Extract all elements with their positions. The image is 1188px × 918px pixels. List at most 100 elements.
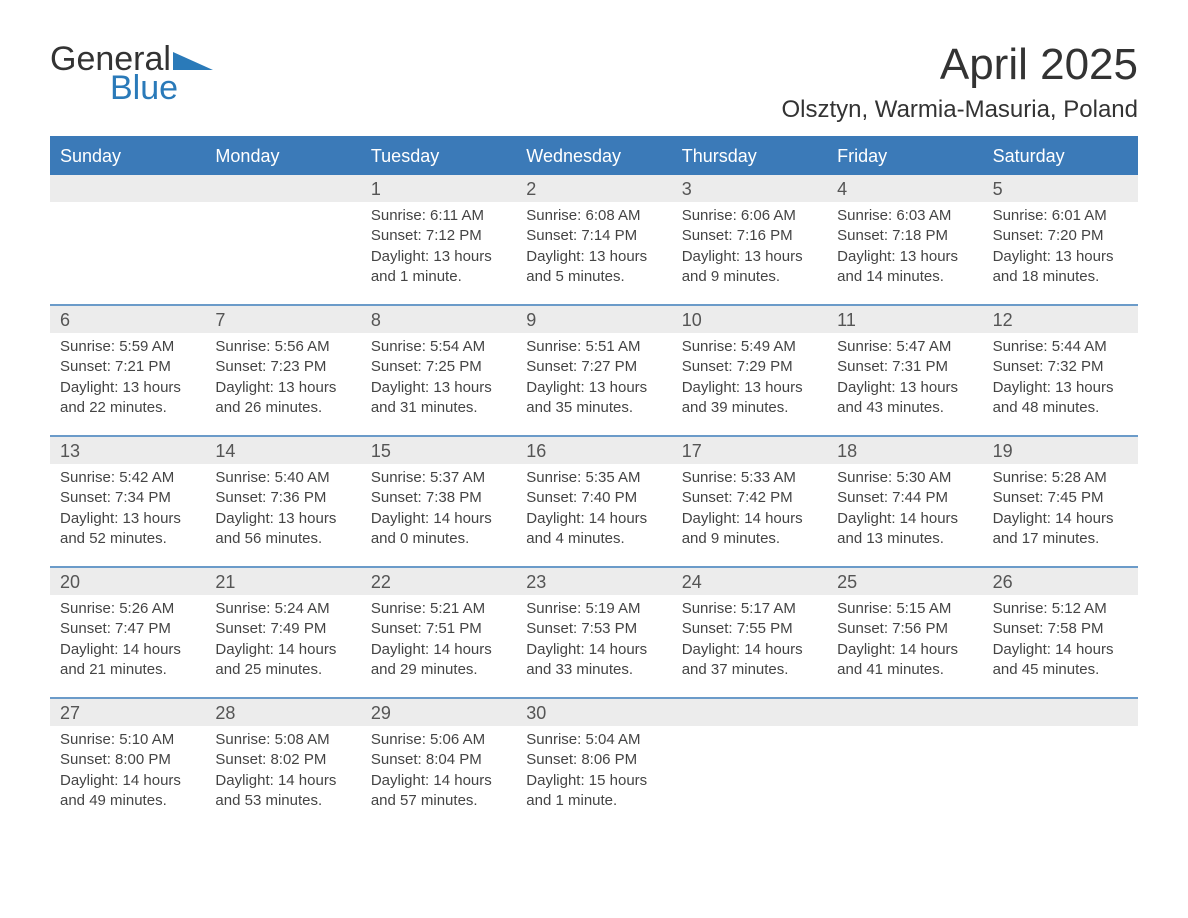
header: General Blue April 2025 Olsztyn, Warmia-… (50, 40, 1138, 124)
day-cell: Sunrise: 6:11 AM Sunset: 7:12 PM Dayligh… (361, 202, 516, 304)
day-cell: Sunrise: 5:51 AM Sunset: 7:27 PM Dayligh… (516, 333, 671, 435)
calendar-week: 27282930Sunrise: 5:10 AM Sunset: 8:00 PM… (50, 697, 1138, 828)
day-number: 24 (672, 568, 827, 595)
day-number-row: 6789101112 (50, 306, 1138, 333)
day-cell: Sunrise: 5:44 AM Sunset: 7:32 PM Dayligh… (983, 333, 1138, 435)
day-cell (827, 726, 982, 828)
day-number: 22 (361, 568, 516, 595)
day-number: 3 (672, 175, 827, 202)
location-subtitle: Olsztyn, Warmia-Masuria, Poland (781, 96, 1138, 124)
calendar-week: 13141516171819Sunrise: 5:42 AM Sunset: 7… (50, 435, 1138, 566)
day-content-row: Sunrise: 5:42 AM Sunset: 7:34 PM Dayligh… (50, 464, 1138, 566)
day-number: 2 (516, 175, 671, 202)
calendar-week: 20212223242526Sunrise: 5:26 AM Sunset: 7… (50, 566, 1138, 697)
day-number: 20 (50, 568, 205, 595)
weekday-header-cell: Tuesday (361, 138, 516, 175)
day-cell: Sunrise: 5:04 AM Sunset: 8:06 PM Dayligh… (516, 726, 671, 828)
day-number: 12 (983, 306, 1138, 333)
day-cell: Sunrise: 5:19 AM Sunset: 7:53 PM Dayligh… (516, 595, 671, 697)
day-cell: Sunrise: 5:10 AM Sunset: 8:00 PM Dayligh… (50, 726, 205, 828)
day-number: 9 (516, 306, 671, 333)
weekday-header-cell: Saturday (983, 138, 1138, 175)
day-cell: Sunrise: 5:42 AM Sunset: 7:34 PM Dayligh… (50, 464, 205, 566)
day-cell: Sunrise: 5:15 AM Sunset: 7:56 PM Dayligh… (827, 595, 982, 697)
day-cell: Sunrise: 5:54 AM Sunset: 7:25 PM Dayligh… (361, 333, 516, 435)
day-cell: Sunrise: 5:35 AM Sunset: 7:40 PM Dayligh… (516, 464, 671, 566)
day-cell: Sunrise: 5:40 AM Sunset: 7:36 PM Dayligh… (205, 464, 360, 566)
calendar: SundayMondayTuesdayWednesdayThursdayFrid… (50, 136, 1138, 828)
day-number: 25 (827, 568, 982, 595)
day-number: 26 (983, 568, 1138, 595)
day-number: 5 (983, 175, 1138, 202)
day-number: 29 (361, 699, 516, 726)
calendar-week: 6789101112Sunrise: 5:59 AM Sunset: 7:21 … (50, 304, 1138, 435)
day-cell: Sunrise: 5:06 AM Sunset: 8:04 PM Dayligh… (361, 726, 516, 828)
day-content-row: Sunrise: 5:10 AM Sunset: 8:00 PM Dayligh… (50, 726, 1138, 828)
day-cell: Sunrise: 5:28 AM Sunset: 7:45 PM Dayligh… (983, 464, 1138, 566)
day-number: 11 (827, 306, 982, 333)
day-number: 30 (516, 699, 671, 726)
day-cell: Sunrise: 5:33 AM Sunset: 7:42 PM Dayligh… (672, 464, 827, 566)
weekday-header-cell: Sunday (50, 138, 205, 175)
brand-logo: General Blue (50, 40, 213, 108)
day-number: 1 (361, 175, 516, 202)
day-number (50, 175, 205, 202)
day-number: 21 (205, 568, 360, 595)
day-cell: Sunrise: 5:24 AM Sunset: 7:49 PM Dayligh… (205, 595, 360, 697)
weekday-header-cell: Thursday (672, 138, 827, 175)
day-number: 8 (361, 306, 516, 333)
day-number (205, 175, 360, 202)
weekday-header-row: SundayMondayTuesdayWednesdayThursdayFrid… (50, 138, 1138, 175)
day-content-row: Sunrise: 5:26 AM Sunset: 7:47 PM Dayligh… (50, 595, 1138, 697)
day-number: 23 (516, 568, 671, 595)
day-number: 13 (50, 437, 205, 464)
day-content-row: Sunrise: 6:11 AM Sunset: 7:12 PM Dayligh… (50, 202, 1138, 304)
day-cell (50, 202, 205, 304)
brand-triangle-icon (173, 48, 213, 75)
day-number: 15 (361, 437, 516, 464)
day-cell: Sunrise: 5:17 AM Sunset: 7:55 PM Dayligh… (672, 595, 827, 697)
day-cell: Sunrise: 5:49 AM Sunset: 7:29 PM Dayligh… (672, 333, 827, 435)
weekday-header-cell: Monday (205, 138, 360, 175)
day-number: 10 (672, 306, 827, 333)
day-number: 7 (205, 306, 360, 333)
day-number: 16 (516, 437, 671, 464)
day-number: 18 (827, 437, 982, 464)
day-number (983, 699, 1138, 726)
day-cell: Sunrise: 6:08 AM Sunset: 7:14 PM Dayligh… (516, 202, 671, 304)
day-number-row: 20212223242526 (50, 568, 1138, 595)
day-number-row: 12345 (50, 175, 1138, 202)
brand-text-2: Blue (110, 69, 178, 108)
day-number: 17 (672, 437, 827, 464)
page-title: April 2025 (781, 40, 1138, 90)
day-number: 27 (50, 699, 205, 726)
day-number (827, 699, 982, 726)
day-cell: Sunrise: 5:47 AM Sunset: 7:31 PM Dayligh… (827, 333, 982, 435)
day-number-row: 27282930 (50, 699, 1138, 726)
weekday-header-cell: Friday (827, 138, 982, 175)
day-number: 19 (983, 437, 1138, 464)
day-number: 6 (50, 306, 205, 333)
day-cell: Sunrise: 6:06 AM Sunset: 7:16 PM Dayligh… (672, 202, 827, 304)
day-cell: Sunrise: 5:56 AM Sunset: 7:23 PM Dayligh… (205, 333, 360, 435)
day-cell: Sunrise: 5:08 AM Sunset: 8:02 PM Dayligh… (205, 726, 360, 828)
day-number: 14 (205, 437, 360, 464)
day-cell: Sunrise: 5:37 AM Sunset: 7:38 PM Dayligh… (361, 464, 516, 566)
day-cell (205, 202, 360, 304)
day-cell: Sunrise: 6:01 AM Sunset: 7:20 PM Dayligh… (983, 202, 1138, 304)
day-cell (672, 726, 827, 828)
weekday-header-cell: Wednesday (516, 138, 671, 175)
day-cell: Sunrise: 5:26 AM Sunset: 7:47 PM Dayligh… (50, 595, 205, 697)
calendar-week: 12345Sunrise: 6:11 AM Sunset: 7:12 PM Da… (50, 175, 1138, 304)
day-number (672, 699, 827, 726)
day-cell (983, 726, 1138, 828)
day-cell: Sunrise: 5:30 AM Sunset: 7:44 PM Dayligh… (827, 464, 982, 566)
day-cell: Sunrise: 6:03 AM Sunset: 7:18 PM Dayligh… (827, 202, 982, 304)
day-number-row: 13141516171819 (50, 437, 1138, 464)
day-number: 28 (205, 699, 360, 726)
day-number: 4 (827, 175, 982, 202)
day-cell: Sunrise: 5:59 AM Sunset: 7:21 PM Dayligh… (50, 333, 205, 435)
day-content-row: Sunrise: 5:59 AM Sunset: 7:21 PM Dayligh… (50, 333, 1138, 435)
day-cell: Sunrise: 5:12 AM Sunset: 7:58 PM Dayligh… (983, 595, 1138, 697)
day-cell: Sunrise: 5:21 AM Sunset: 7:51 PM Dayligh… (361, 595, 516, 697)
